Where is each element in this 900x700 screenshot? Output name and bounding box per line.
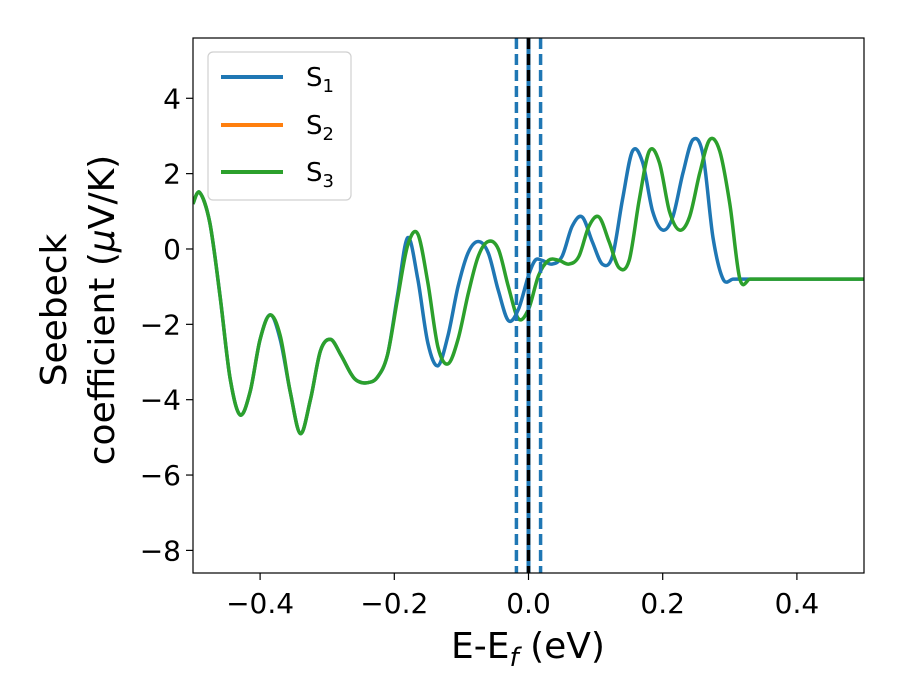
x-tick-label: 0.0 — [506, 587, 551, 620]
legend-label-s1: S1 — [306, 63, 334, 97]
y-axis-label-line1: Seebeck — [34, 233, 75, 386]
y-tick-label: 2 — [163, 158, 181, 191]
y-tick-label: −2 — [140, 308, 181, 341]
reference-lines-group — [514, 38, 543, 573]
x-tick-label: −0.2 — [360, 587, 428, 620]
y-tick-label: −8 — [140, 534, 181, 567]
legend-label-s3: S3 — [306, 158, 334, 192]
y-tick-label: −6 — [140, 459, 181, 492]
y-tick-label: 4 — [163, 82, 181, 115]
y-axis-label: Seebeck coefficient (μV/K) — [34, 155, 123, 465]
y-tick-label: 0 — [163, 233, 181, 266]
y-tick-label: −4 — [140, 384, 181, 417]
x-tick-label: −0.4 — [226, 587, 294, 620]
legend: S1 S2 S3 — [207, 51, 352, 201]
x-tick-label: 0.2 — [640, 587, 685, 620]
x-axis-ticks: −0.4 −0.2 0.0 0.2 0.4 — [226, 573, 819, 620]
y-axis-ticks: −8 −6 −4 −2 0 2 4 — [140, 82, 193, 567]
x-tick-label: 0.4 — [775, 587, 820, 620]
y-axis-label-line2: coefficient (μV/K) — [82, 155, 123, 465]
x-axis-label: E-Ef (eV) — [451, 626, 605, 673]
legend-label-s2: S2 — [306, 111, 334, 145]
